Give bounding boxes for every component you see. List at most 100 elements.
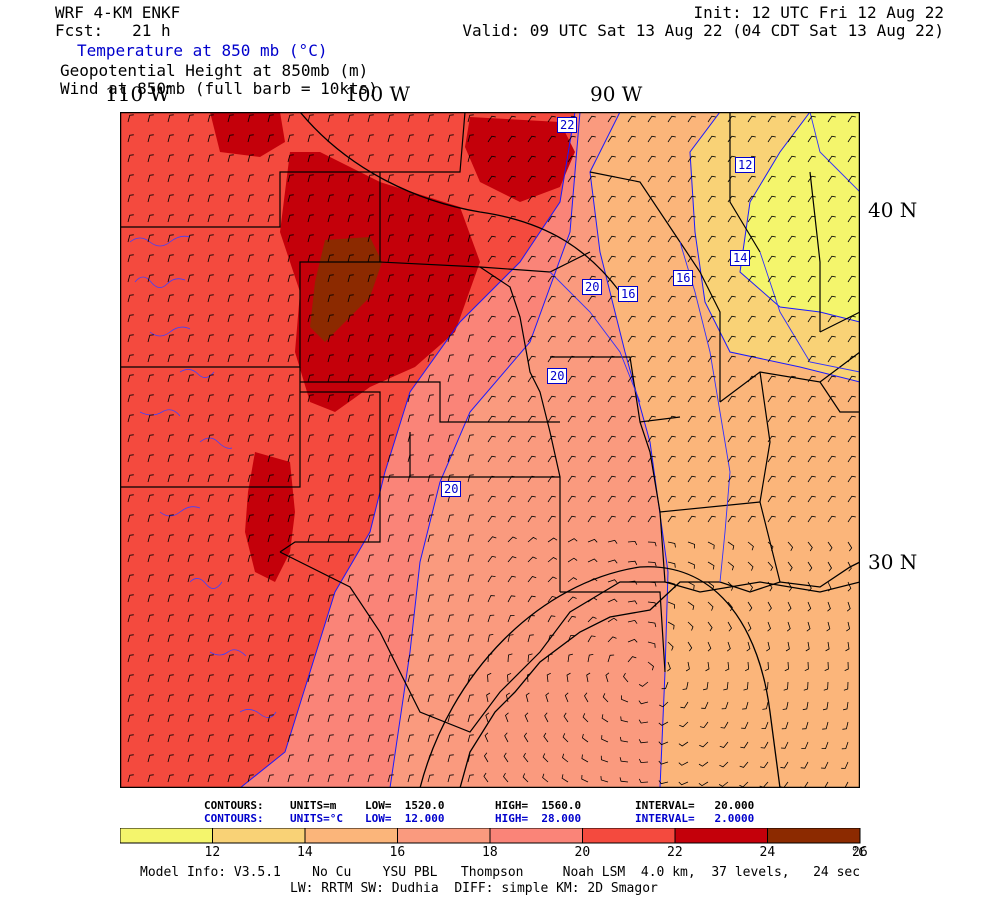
wind-barb (327, 474, 334, 483)
wind-barb (187, 614, 194, 623)
wind-barb (267, 414, 274, 423)
wind-barb (847, 435, 856, 443)
wind-barb (307, 214, 314, 223)
wind-barb (467, 694, 474, 703)
wind-barb (227, 294, 234, 303)
wind-barb (227, 274, 234, 283)
wind-barb (407, 134, 414, 143)
wind-barb (827, 315, 836, 323)
wind-barb (447, 714, 454, 723)
wind-barb (527, 315, 536, 323)
wind-barb (667, 621, 675, 630)
wind-barb (587, 215, 596, 223)
wind-barb (647, 195, 656, 203)
wind-barb (767, 315, 776, 323)
wind-barb (267, 374, 274, 383)
wind-barb (567, 295, 576, 303)
wind-barb (487, 653, 493, 663)
wind-barb (187, 274, 194, 283)
wind-barb (602, 693, 609, 703)
wind-barb (407, 714, 414, 723)
wind-barb (427, 434, 434, 443)
wind-barb (467, 634, 474, 643)
wind-barb (807, 475, 816, 483)
wind-barb (247, 734, 254, 743)
wind-barb (682, 681, 689, 690)
wind-barb (127, 194, 134, 203)
wind-barb (707, 315, 716, 323)
wind-barb (227, 254, 234, 263)
wind-barb (667, 215, 676, 223)
wind-barb (685, 661, 690, 672)
wind-barb (147, 534, 154, 543)
wind-barb (807, 355, 816, 363)
wind-barb (167, 654, 174, 663)
wind-barb (167, 234, 174, 243)
wind-barb (587, 355, 596, 363)
wind-barb (327, 274, 334, 283)
wind-barb (147, 774, 154, 783)
wind-barb (167, 214, 174, 223)
wind-barb (387, 574, 394, 583)
wind-barb (367, 414, 374, 423)
wind-barb (843, 701, 849, 711)
colorbar-tick-label: 14 (297, 845, 313, 860)
wind-barb (627, 115, 636, 123)
wind-barb (227, 494, 234, 503)
wind-barb (827, 435, 836, 443)
wind-barb (187, 654, 194, 663)
wind-barb (347, 774, 354, 783)
wind-barb (785, 641, 790, 652)
wind-barb (619, 757, 629, 763)
wind-barb (407, 254, 414, 263)
wind-barb (347, 314, 354, 323)
wind-barb (307, 434, 314, 443)
wind-barb (687, 475, 696, 483)
wind-barb (427, 254, 434, 263)
wind-barb (847, 215, 856, 223)
wind-barb (407, 734, 414, 743)
wind-barb (607, 636, 617, 643)
wind-barb (307, 754, 314, 763)
wind-barb (147, 194, 154, 203)
wind-barb (767, 621, 771, 632)
wind-barb (487, 175, 496, 183)
wind-barb (227, 674, 234, 683)
wind-barb (707, 295, 716, 303)
wind-barb (507, 375, 516, 383)
wind-barb (605, 672, 610, 683)
wind-barb (747, 541, 754, 551)
wind-barb (567, 315, 576, 323)
wind-barb (467, 494, 474, 503)
wind-barb (407, 454, 414, 463)
colorbar-tick-label: 12 (204, 845, 221, 860)
wind-barb (667, 415, 676, 423)
wind-barb (587, 395, 596, 403)
wind-barb (307, 674, 314, 683)
wind-barb (147, 434, 154, 443)
wind-barb (707, 175, 716, 183)
wind-barb (167, 314, 174, 323)
wind-barb (127, 654, 134, 663)
wind-barb (407, 754, 414, 763)
wind-barb (487, 575, 496, 583)
wind-barb (207, 654, 214, 663)
wind-barb (847, 455, 856, 463)
wind-barb (627, 255, 636, 263)
temp-fill-24-26-north (465, 117, 575, 202)
wind-barb (307, 134, 314, 143)
wind-barb (467, 154, 474, 163)
wind-barb (407, 394, 414, 403)
wind-barb (327, 254, 334, 263)
wind-barb (667, 255, 676, 263)
wind-barb (447, 334, 454, 343)
wind-barb (167, 474, 174, 483)
wind-barb (127, 134, 134, 143)
wind-barb (187, 254, 194, 263)
wind-barb (527, 115, 536, 123)
wind-barb (427, 194, 434, 203)
wind-barb (587, 435, 596, 443)
wind-barb (127, 594, 134, 603)
wind-barb (347, 574, 354, 583)
wind-barb (287, 314, 294, 323)
